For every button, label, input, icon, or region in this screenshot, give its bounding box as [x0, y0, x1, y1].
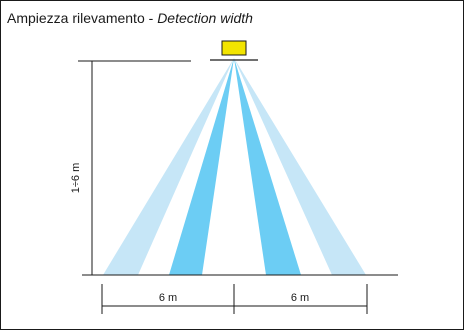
width-right-label: 6 m: [291, 292, 309, 304]
title-english: Detection width: [157, 10, 253, 26]
title-separator: -: [144, 10, 158, 26]
diagram-title: Ampiezza rilevamento - Detection width: [7, 10, 253, 26]
width-left-label: 6 m: [159, 292, 177, 304]
sensor: [221, 40, 247, 56]
height-label: 1÷6 m: [70, 163, 82, 194]
title-italian: Ampiezza rilevamento: [7, 10, 145, 26]
beam-inner-left: [169, 58, 234, 275]
detection-beams: [103, 58, 366, 275]
beam-outer-left: [103, 58, 234, 275]
beam-inner-right: [234, 58, 301, 275]
beam-outer-right: [234, 58, 366, 275]
